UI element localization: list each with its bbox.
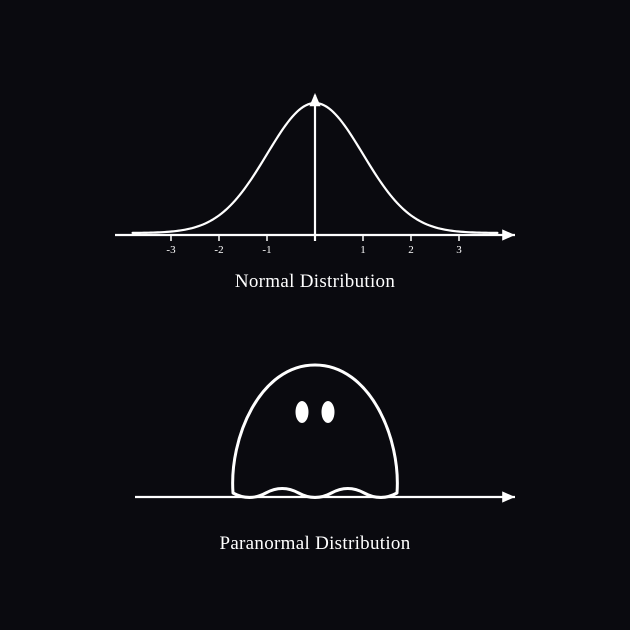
figure-container: -3 -2 -1 1 2 3 Normal Distribution Paranormal… bbox=[0, 0, 630, 630]
paranormal-distribution-chart bbox=[105, 327, 525, 527]
svg-text:-1: -1 bbox=[262, 244, 271, 256]
paranormal-caption: Paranormal Distribution bbox=[219, 533, 410, 555]
normal-caption: Normal Distribution bbox=[235, 271, 395, 293]
normal-distribution-panel: -3 -2 -1 1 2 3 Normal Distribution bbox=[105, 75, 525, 293]
svg-text:-2: -2 bbox=[214, 244, 223, 256]
svg-text:3: 3 bbox=[456, 244, 462, 256]
svg-text:-3: -3 bbox=[166, 244, 176, 256]
normal-distribution-chart: -3 -2 -1 1 2 3 bbox=[105, 75, 525, 265]
svg-text:1: 1 bbox=[360, 244, 366, 256]
svg-text:2: 2 bbox=[408, 244, 414, 256]
paranormal-distribution-panel: Paranormal Distribution bbox=[105, 327, 525, 555]
